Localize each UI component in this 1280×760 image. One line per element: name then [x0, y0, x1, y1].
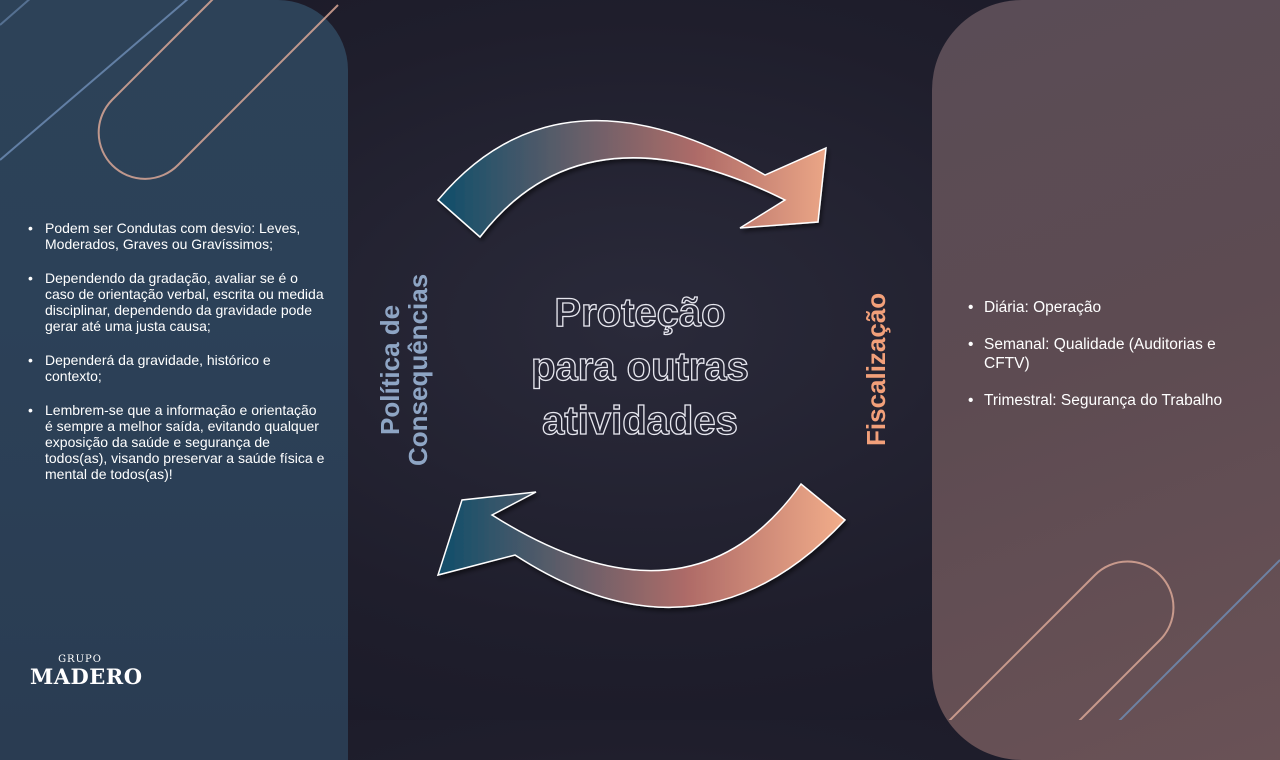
slide: Podem ser Condutas com desvio: Leves, Mo…: [0, 0, 1280, 720]
list-item: Dependerá da gravidade, histórico e cont…: [26, 352, 326, 384]
right-bullet-list: Diária: Operação Semanal: Qualidade (Aud…: [966, 298, 1226, 428]
top-arrow: [436, 119, 827, 239]
list-item: Diária: Operação: [966, 298, 1226, 317]
center-title: Proteção para outras atividades: [460, 286, 820, 448]
top-left-capsule-outline: [97, 0, 339, 180]
title-line: Proteção: [554, 290, 726, 335]
top-left-long-line: [0, 0, 31, 26]
cycle-arrows: [436, 119, 847, 609]
list-item: Dependendo da gradação, avaliar se é o c…: [26, 270, 326, 334]
bottom-arrow: [436, 482, 847, 609]
list-item: Trimestral: Segurança do Trabalho: [966, 391, 1226, 410]
right-panel-background: [932, 0, 1280, 760]
top-left-diagonal-line: [0, 0, 189, 161]
fiscalizacao-title: Fiscalização: [861, 292, 891, 446]
grupo-madero-logo: GRUPO MADERO: [30, 654, 143, 689]
bottom-right-diagonal-line: [1118, 559, 1280, 720]
logo-top-text: GRUPO: [58, 654, 102, 665]
bottom-right-capsule-outline: [948, 560, 1175, 720]
left-bullet-list: Podem ser Condutas com desvio: Leves, Mo…: [26, 220, 326, 500]
decorative-lines: [0, 0, 1280, 720]
list-item: Lembrem-se que a informação e orientação…: [26, 402, 326, 482]
title-line: para outras: [530, 344, 749, 389]
list-item: Podem ser Condutas com desvio: Leves, Mo…: [26, 220, 326, 252]
title-line: atividades: [542, 398, 739, 443]
logo-main-text: MADERO: [30, 664, 143, 689]
list-item: Semanal: Qualidade (Auditorias e CFTV): [966, 335, 1226, 373]
